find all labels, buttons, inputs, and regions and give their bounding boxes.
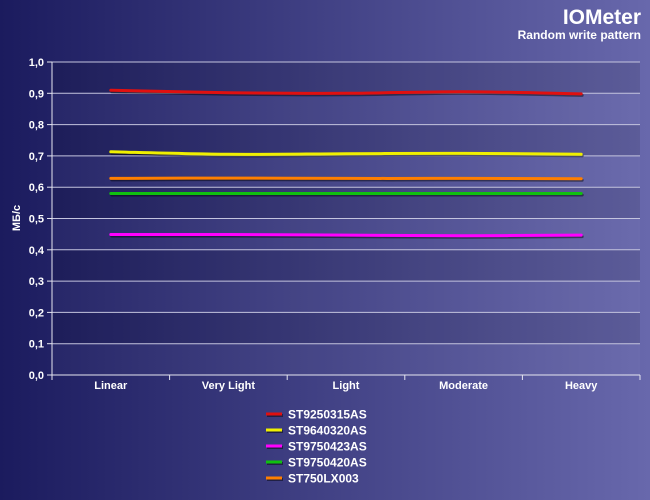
y-axis-label: МБ/с [11,205,23,231]
series-line-st9250315as [109,88,583,96]
plot-band [52,312,640,344]
y-tick-label: 0,6 [29,182,44,194]
legend: ST9250315AS ST9640320AS ST9750423AS ST97504… [266,408,367,486]
legend-label-st9640320as: ST9640320AS [288,424,367,438]
chart-title: IOMeter [563,6,641,29]
series-line-st750lx003 [109,176,583,181]
y-tick-label: 0,2 [29,307,44,319]
y-tick-label: 0,0 [29,370,44,382]
y-tick-label: 0,3 [29,276,44,288]
plot-band [52,344,640,375]
y-tick-label: 0,5 [29,214,44,226]
series-line-st9640320as [109,150,583,156]
plot-band [52,124,640,156]
x-tick-label: Very Light [202,380,256,392]
series-line-st9750423as [109,232,583,238]
plot-band [52,249,640,282]
legend-label-st9250315as: ST9250315AS [288,408,367,422]
chart-subtitle: Random write pattern [518,28,641,42]
y-tick-label: 1,0 [29,57,44,69]
y-tick-label: 0,9 [29,88,44,100]
legend-label-st9750423as: ST9750423AS [288,440,367,454]
legend-label-st9750420as: ST9750420AS [288,456,367,470]
plot-band [52,62,640,94]
y-tick-label: 0,8 [29,120,44,132]
x-tick-label: Linear [94,380,128,392]
plot-band [52,93,640,124]
y-tick-label: 0,7 [29,151,44,163]
x-tick-label: Light [333,380,360,392]
y-tick-label: 0,1 [29,339,44,351]
plot-band [52,187,640,219]
y-tick-label: 0,4 [29,245,45,257]
x-tick-label: Heavy [565,380,598,392]
plot-band [52,156,640,187]
legend-label-st750lx003: ST750LX003 [288,472,359,486]
x-tick-label: Moderate [439,380,488,392]
plot-band [52,281,640,312]
